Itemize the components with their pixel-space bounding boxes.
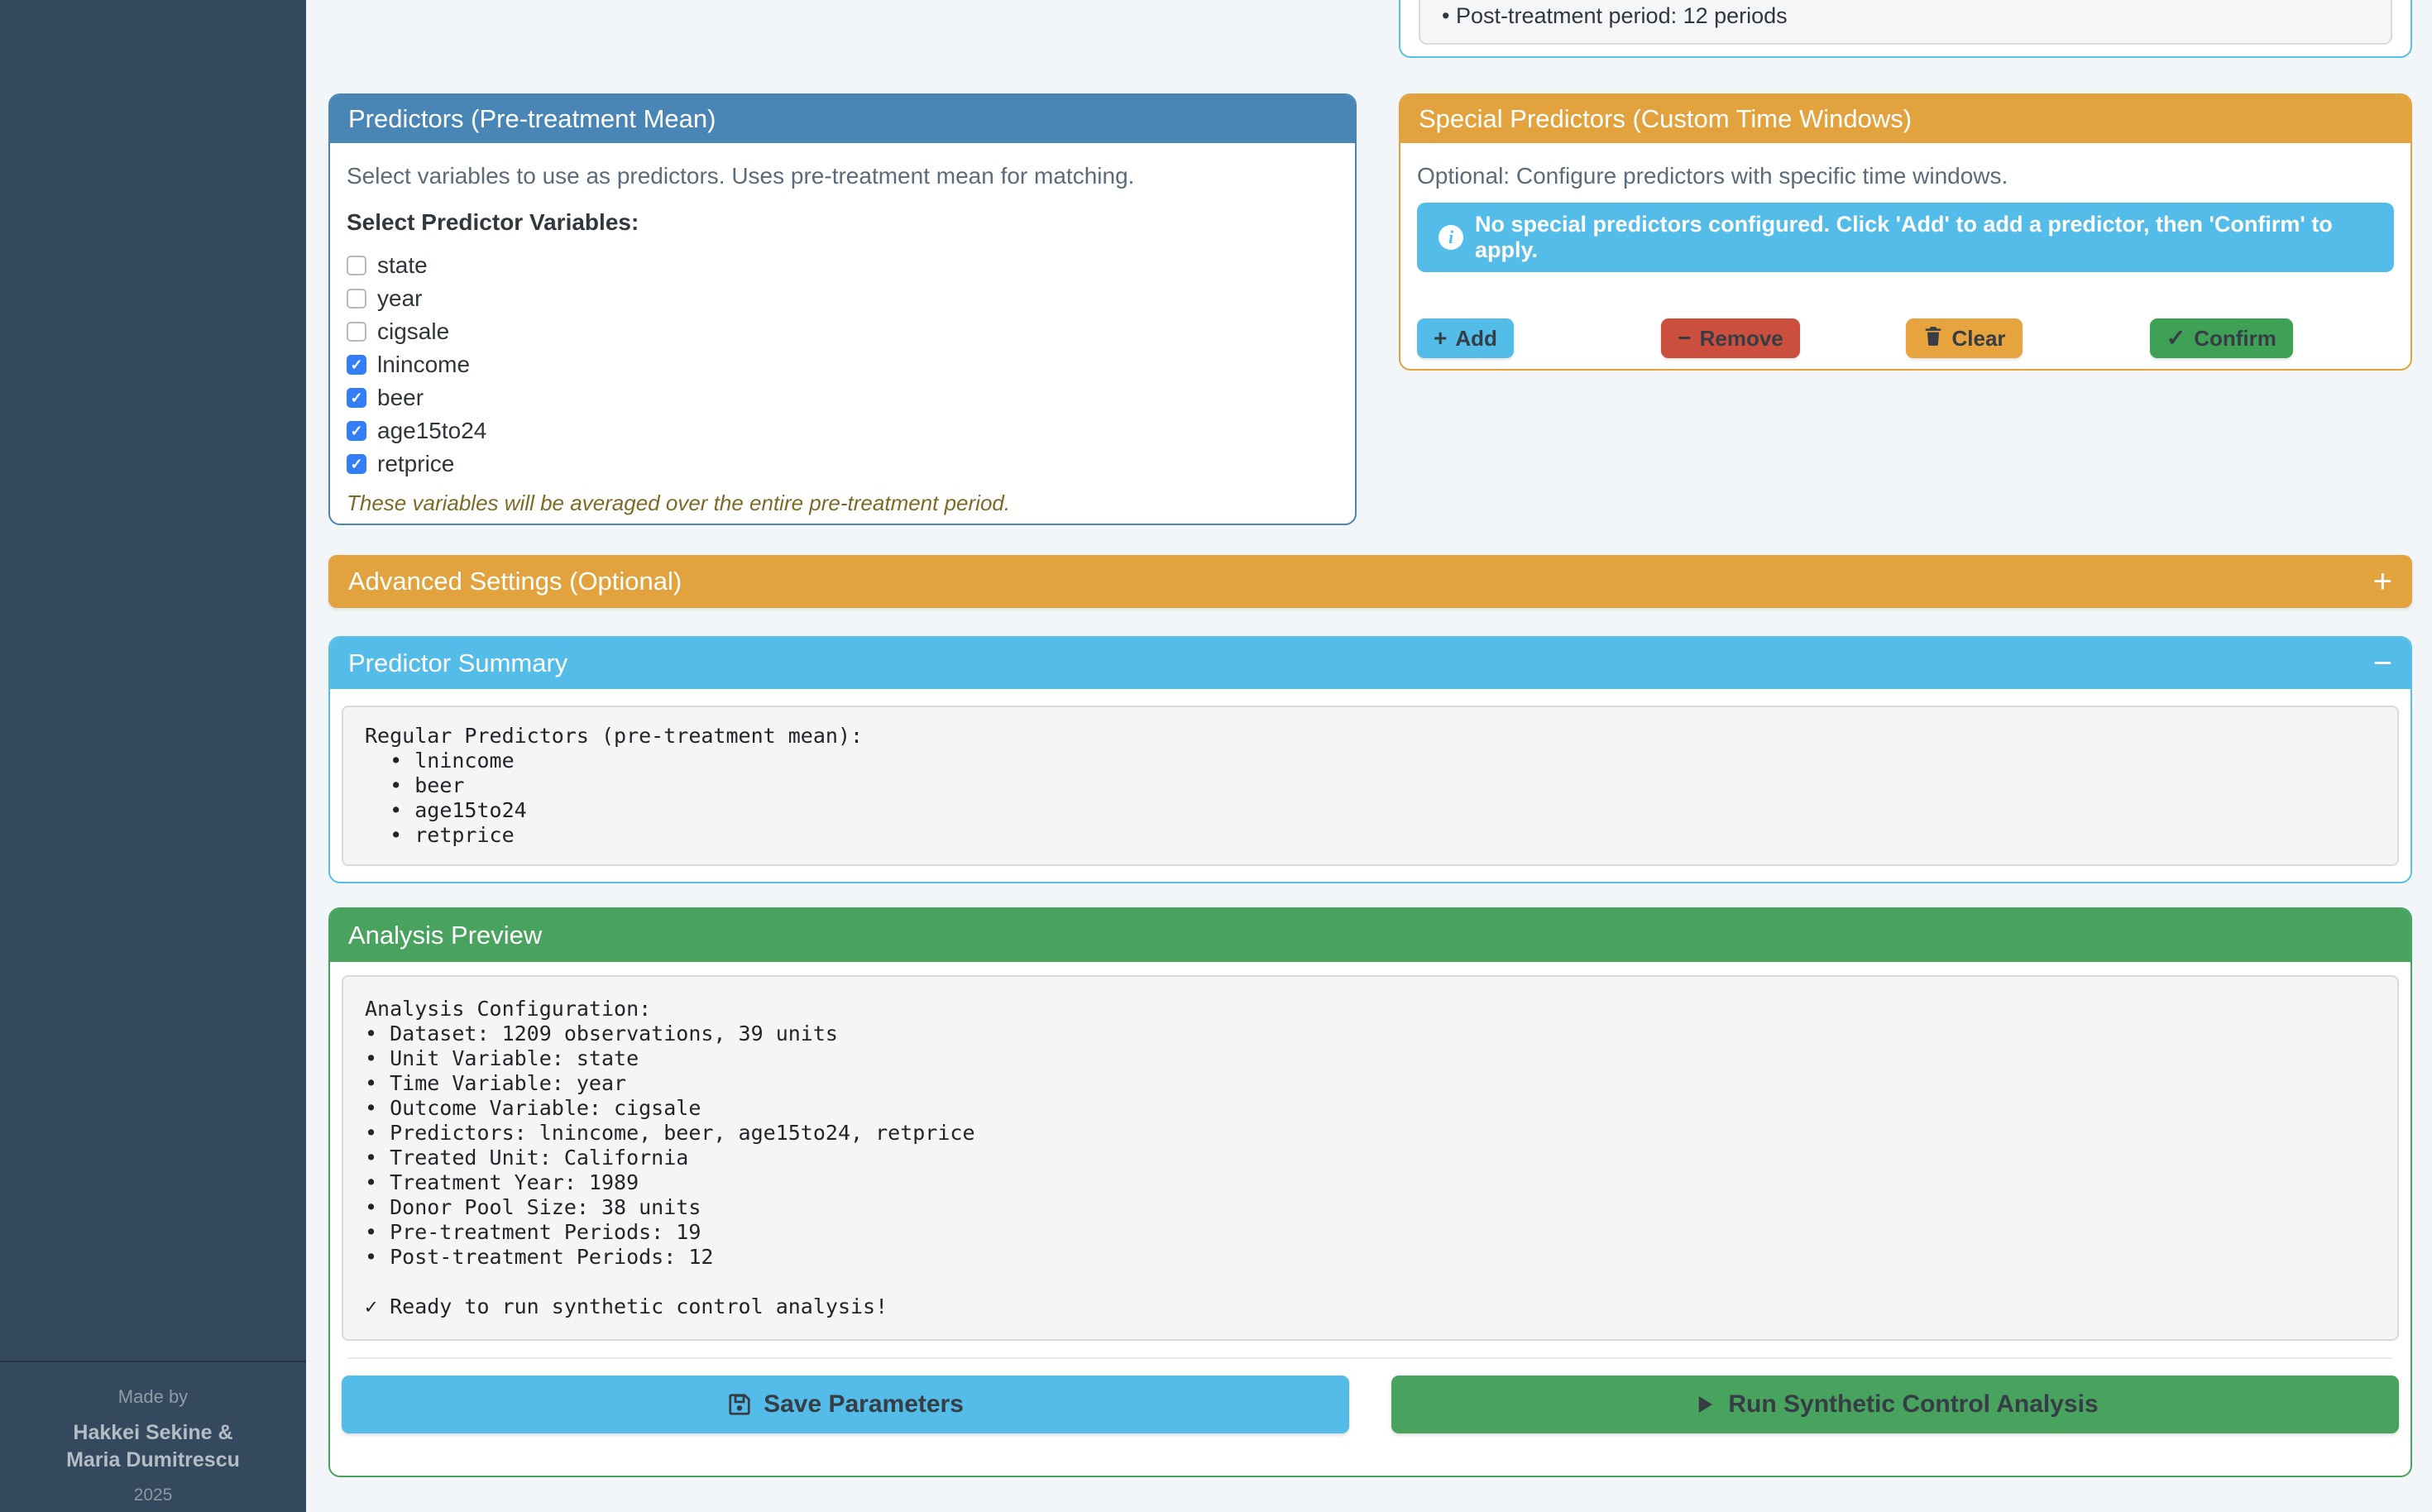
checkbox-row-age15to24[interactable]: ✓ age15to24 xyxy=(347,414,1338,447)
clear-button[interactable]: Clear xyxy=(1905,318,2023,358)
checkbox-label: cigsale xyxy=(377,318,450,344)
confirm-button[interactable]: ✓ Confirm xyxy=(2149,318,2293,358)
play-icon xyxy=(1692,1392,1716,1417)
predictors-note: These variables will be averaged over th… xyxy=(347,490,1011,515)
clear-button-label: Clear xyxy=(1951,325,2006,351)
footer-year: 2025 xyxy=(133,1486,173,1505)
plus-icon: + xyxy=(1434,325,1448,351)
add-button[interactable]: + Add xyxy=(1417,318,1514,358)
special-predictors-card-header: Special Predictors (Custom Time Windows) xyxy=(1400,95,2410,143)
predictors-card-title: Predictors (Pre-treatment Mean) xyxy=(348,104,716,133)
check-icon: ✓ xyxy=(350,390,363,406)
data-summary-card-cutoff: • Post-treatment period: 12 periods xyxy=(1399,0,2412,58)
checkbox[interactable]: ✓ xyxy=(347,388,366,408)
advanced-settings-header[interactable]: Advanced Settings (Optional) + xyxy=(328,555,2412,608)
special-predictors-card: Special Predictors (Custom Time Windows)… xyxy=(1399,93,2412,371)
predictors-description: Select variables to use as predictors. U… xyxy=(347,163,1135,189)
expand-plus-icon[interactable]: + xyxy=(2372,563,2392,600)
sidebar-footer: Made by Hakkei Sekine & Maria Dumitrescu… xyxy=(0,1386,306,1505)
predictor-checkbox-list: ✓ state ✓ year ✓ cigsale ✓ lnincome ✓ be… xyxy=(347,249,1338,481)
checkbox-row-beer[interactable]: ✓ beer xyxy=(347,381,1338,414)
save-parameters-label: Save Parameters xyxy=(764,1390,964,1418)
add-button-label: Add xyxy=(1455,325,1497,351)
remove-button[interactable]: − Remove xyxy=(1661,318,1800,358)
checkbox-label: year xyxy=(377,285,423,311)
info-alert: i No special predictors configured. Clic… xyxy=(1417,203,2394,272)
checkbox-row-state[interactable]: ✓ state xyxy=(347,249,1338,282)
author-name: Hakkei Sekine & xyxy=(73,1421,233,1444)
sidebar: Made by Hakkei Sekine & Maria Dumitrescu… xyxy=(0,0,306,1512)
divider xyxy=(348,1357,2392,1359)
special-predictors-button-row: + Add − Remove Clear ✓ Confirm xyxy=(1417,318,2394,358)
info-icon: i xyxy=(1439,225,1463,250)
action-buttons-row: Save Parameters Run Synthetic Control An… xyxy=(342,1376,2399,1433)
save-parameters-button[interactable]: Save Parameters xyxy=(342,1376,1349,1433)
check-icon: ✓ xyxy=(350,356,363,373)
check-icon: ✓ xyxy=(350,456,363,472)
save-icon xyxy=(727,1392,752,1417)
predictor-summary-title: Predictor Summary xyxy=(348,648,568,677)
predictors-card-body: Select variables to use as predictors. U… xyxy=(330,143,1355,516)
sidebar-divider xyxy=(0,1361,306,1362)
made-by-label: Made by xyxy=(117,1386,189,1407)
checkbox[interactable]: ✓ xyxy=(347,289,366,309)
run-analysis-button[interactable]: Run Synthetic Control Analysis xyxy=(1391,1376,2399,1433)
checkbox-row-lnincome[interactable]: ✓ lnincome xyxy=(347,348,1338,381)
predictor-summary-card: Predictor Summary − Regular Predictors (… xyxy=(328,636,2412,883)
confirm-button-label: Confirm xyxy=(2194,325,2276,351)
special-predictors-description: Optional: Configure predictors with spec… xyxy=(1417,163,2008,189)
predictor-summary-header[interactable]: Predictor Summary − xyxy=(330,638,2410,689)
checkbox-row-retprice[interactable]: ✓ retprice xyxy=(347,447,1338,481)
checkbox-label: retprice xyxy=(377,451,455,476)
predictors-card: Predictors (Pre-treatment Mean) Select v… xyxy=(328,93,1357,525)
advanced-settings-title: Advanced Settings (Optional) xyxy=(348,567,682,596)
special-predictors-card-title: Special Predictors (Custom Time Windows) xyxy=(1419,104,1913,133)
post-treatment-note: • Post-treatment period: 12 periods xyxy=(1442,3,1788,28)
analysis-preview-body: Analysis Configuration: • Dataset: 1209 … xyxy=(330,962,2410,1433)
data-summary-note-box: • Post-treatment period: 12 periods xyxy=(1419,0,2392,45)
checkbox-label: state xyxy=(377,252,428,278)
analysis-preview-header: Analysis Preview xyxy=(330,909,2410,962)
checkbox-row-year[interactable]: ✓ year xyxy=(347,282,1338,315)
checkbox-label: age15to24 xyxy=(377,418,487,443)
checkbox[interactable]: ✓ xyxy=(347,421,366,441)
run-analysis-label: Run Synthetic Control Analysis xyxy=(1728,1390,2099,1418)
predictor-summary-text: Regular Predictors (pre-treatment mean):… xyxy=(342,706,2399,866)
predictor-summary-body: Regular Predictors (pre-treatment mean):… xyxy=(330,689,2410,866)
author-name: Maria Dumitrescu xyxy=(66,1448,240,1471)
analysis-preview-text: Analysis Configuration: • Dataset: 1209 … xyxy=(342,975,2399,1341)
check-icon: ✓ xyxy=(2166,325,2186,351)
checkbox[interactable]: ✓ xyxy=(347,355,366,375)
checkbox-row-cigsale[interactable]: ✓ cigsale xyxy=(347,315,1338,348)
checkbox[interactable]: ✓ xyxy=(347,454,366,474)
analysis-preview-title: Analysis Preview xyxy=(348,921,543,950)
predictors-card-header: Predictors (Pre-treatment Mean) xyxy=(330,95,1355,143)
collapse-minus-icon[interactable]: − xyxy=(2372,645,2392,682)
remove-button-label: Remove xyxy=(1699,325,1783,351)
select-predictor-variables-label: Select Predictor Variables: xyxy=(347,209,639,235)
trash-icon xyxy=(1922,325,1944,352)
checkbox-label: lnincome xyxy=(377,352,471,377)
info-alert-text: No special predictors configured. Click … xyxy=(1475,212,2333,262)
special-predictors-card-body: Optional: Configure predictors with spec… xyxy=(1400,143,2410,358)
check-icon: ✓ xyxy=(350,423,363,439)
minus-icon: − xyxy=(1678,325,1692,351)
checkbox[interactable]: ✓ xyxy=(347,256,366,275)
checkbox-label: beer xyxy=(377,385,424,410)
analysis-preview-card: Analysis Preview Analysis Configuration:… xyxy=(328,907,2412,1477)
checkbox[interactable]: ✓ xyxy=(347,322,366,342)
